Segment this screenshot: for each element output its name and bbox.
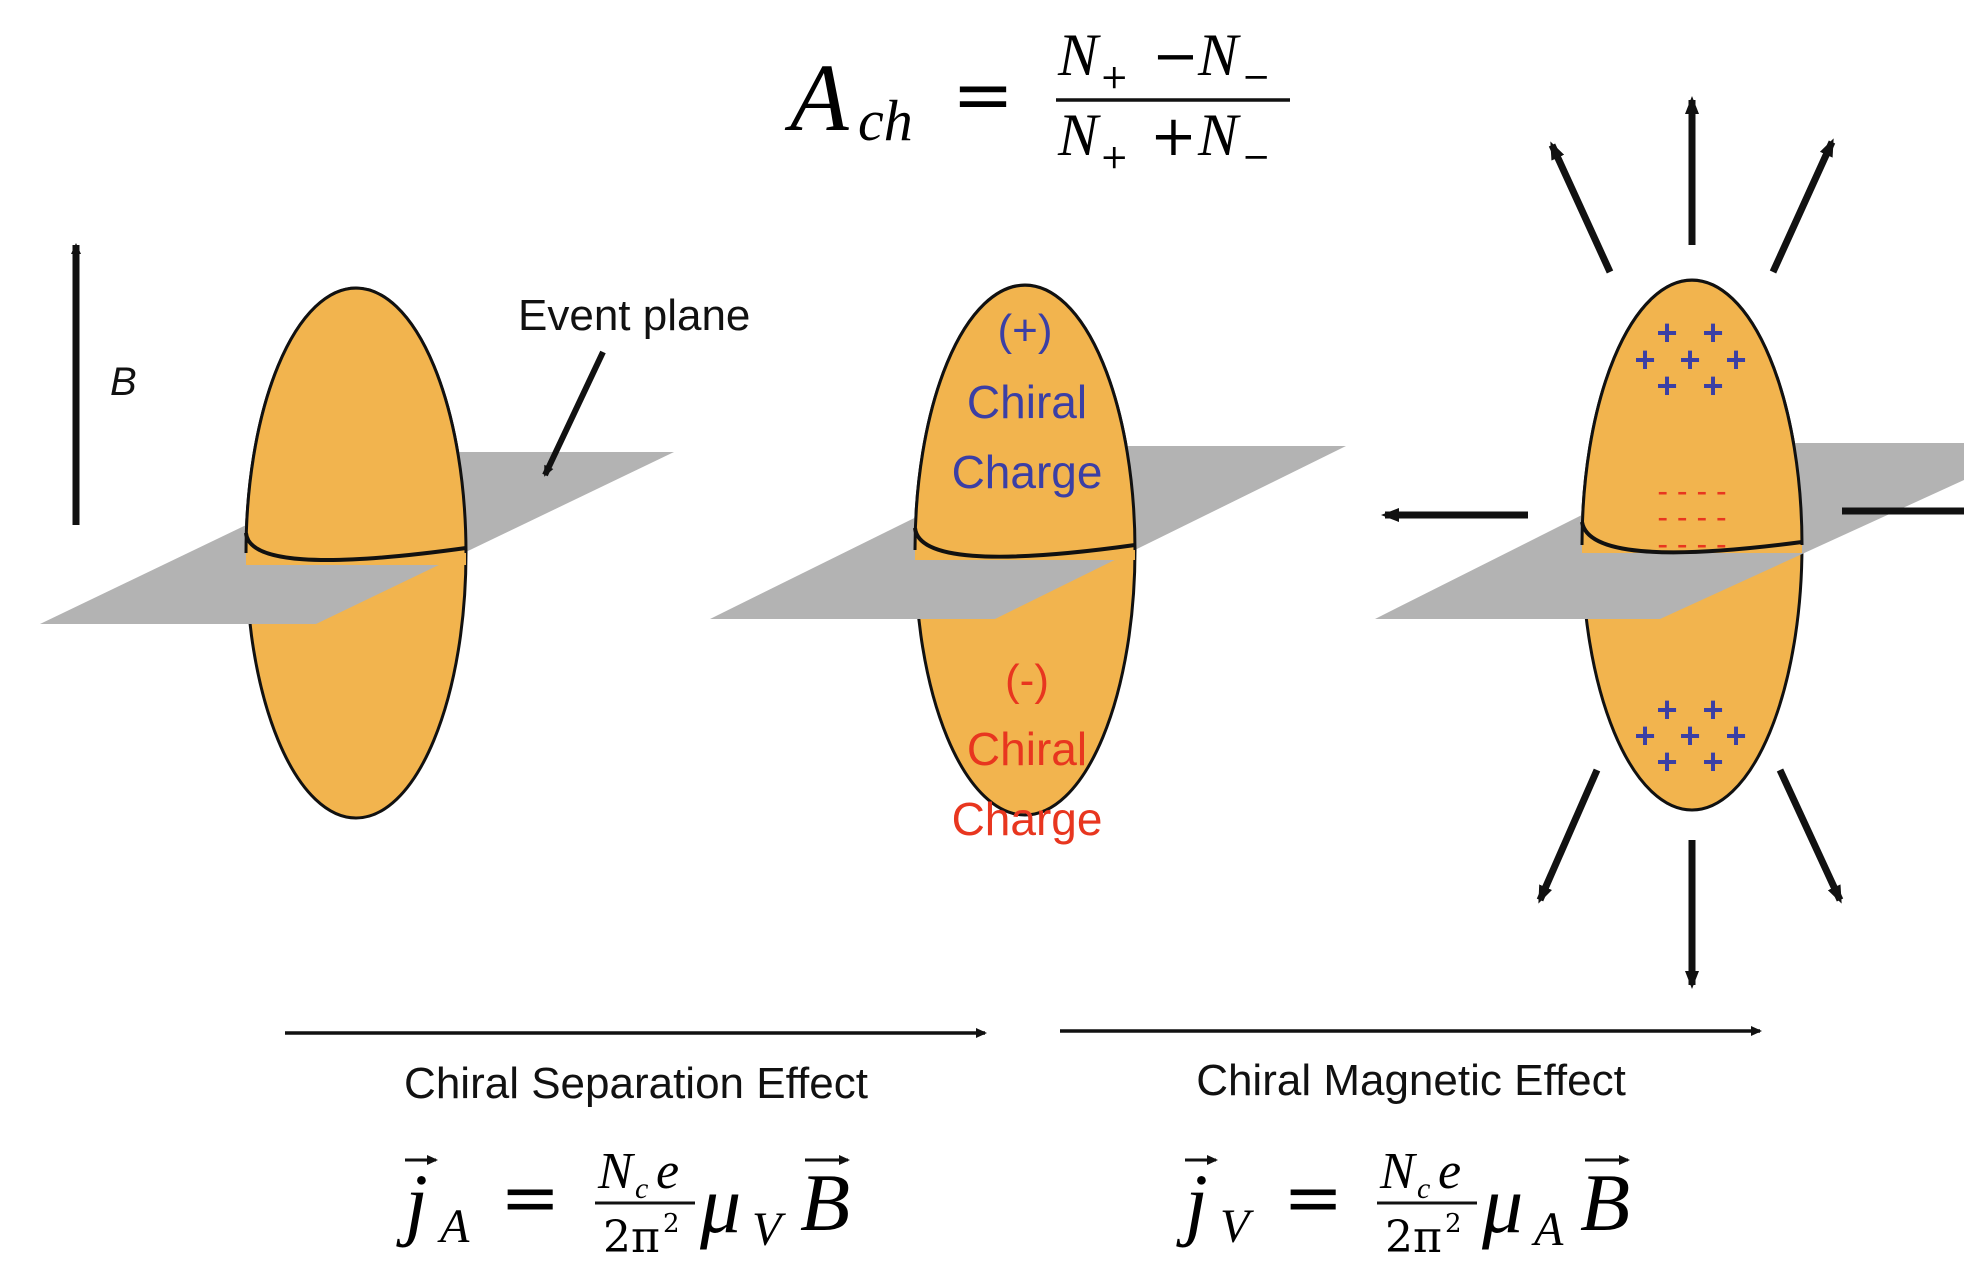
b-symbol: B xyxy=(800,1157,850,1248)
minus-charge-word: Charge xyxy=(952,793,1103,845)
plus-mark: + xyxy=(1679,339,1700,380)
plus-mark: + xyxy=(1656,312,1677,353)
cse-label: Chiral Separation Effect xyxy=(404,1059,868,1108)
plus-mark: + xyxy=(1702,741,1723,782)
minus-chiral-sign: (-) xyxy=(1005,656,1049,705)
fraction-numerator-sub: c xyxy=(635,1172,648,1205)
minus-chiral-word: Chiral xyxy=(967,723,1087,775)
j-subscript: A xyxy=(437,1200,470,1253)
right-ellipse-upper-outline xyxy=(1580,278,1804,546)
fraction-denominator: 2π xyxy=(603,1212,660,1263)
plus-mark: + xyxy=(1702,689,1723,730)
formula-den-a: N xyxy=(1057,102,1101,168)
arrow-up-right xyxy=(1769,138,1836,274)
upper-plus-cluster: + + + + + + + xyxy=(1634,312,1746,406)
fraction-numerator-e: e xyxy=(1438,1143,1461,1200)
right-equator xyxy=(1580,521,1803,555)
magnetic-field-indicator: B xyxy=(71,243,137,525)
minus-row: - - - - xyxy=(1657,499,1726,535)
arrow-down-left xyxy=(1536,768,1601,904)
mu-symbol: μ xyxy=(699,1159,741,1250)
arrow-up-left xyxy=(1548,141,1614,274)
plus-mark: + xyxy=(1725,339,1746,380)
asymmetry-formula: A ch = N + − N − N + + N − xyxy=(784,22,1290,177)
b-field-label: B xyxy=(110,360,137,404)
formula-lhs-sub: ch xyxy=(858,88,913,153)
emission-arrows xyxy=(1381,96,1964,989)
equals-sign: = xyxy=(1283,1155,1343,1239)
formula-num-op: − xyxy=(1152,24,1199,89)
middle-equator xyxy=(913,527,1136,559)
plus-chiral-word: Chiral xyxy=(967,376,1087,428)
mu-subscript: V xyxy=(752,1203,786,1256)
b-symbol: B xyxy=(1580,1157,1630,1248)
plus-mark: + xyxy=(1656,365,1677,406)
formula-num-a: N xyxy=(1057,22,1101,88)
left-ellipse-upper xyxy=(246,288,466,565)
mu-symbol: μ xyxy=(1481,1159,1523,1250)
formula-num-b: N xyxy=(1197,22,1241,88)
formula-num-a-sub: + xyxy=(1100,57,1129,97)
cme-label: Chiral Magnetic Effect xyxy=(1196,1056,1626,1105)
formula-lhs: A xyxy=(784,44,849,151)
process-labels: Chiral Separation Effect Chiral Magnetic… xyxy=(285,1026,1762,1108)
minus-row: - - - - xyxy=(1657,473,1726,509)
j-subscript: V xyxy=(1220,1200,1254,1253)
j-symbol: j xyxy=(396,1157,428,1248)
formula-den-op: + xyxy=(1150,104,1197,169)
middle-ellipse-upper xyxy=(915,285,1135,560)
middle-collision: (+) Chiral Charge (-) Chiral Charge xyxy=(710,283,1346,845)
fraction-numerator-sub: c xyxy=(1417,1172,1430,1205)
left-ellipse-upper-outline xyxy=(244,286,468,554)
fraction-denominator: 2π xyxy=(1385,1212,1442,1263)
fraction-denominator-sup: 2 xyxy=(1445,1209,1462,1239)
right-collision: + + + + + + + - - - - - - - - - - - - + … xyxy=(1375,96,1964,989)
event-plane-label: Event plane xyxy=(518,291,750,340)
plus-mark: + xyxy=(1725,715,1746,756)
plus-mark: + xyxy=(1656,689,1677,730)
fraction-numerator-e: e xyxy=(656,1143,679,1200)
arrow-down-right xyxy=(1776,768,1844,904)
formula-den-b-sub: − xyxy=(1242,137,1271,177)
lower-plus-cluster: + + + + + + + xyxy=(1634,689,1746,782)
fraction-denominator-sup: 2 xyxy=(663,1209,680,1239)
formula-den-b: N xyxy=(1197,102,1241,168)
left-equator xyxy=(244,532,467,562)
plus-mark: + xyxy=(1656,741,1677,782)
plus-mark: + xyxy=(1702,312,1723,353)
left-collision: Event plane xyxy=(40,286,750,820)
cme-formula: j V = N c e 2π 2 μ A B xyxy=(1176,1143,1630,1263)
fraction-numerator-n: N xyxy=(1379,1143,1418,1200)
plus-charge-word: Charge xyxy=(952,446,1103,498)
plus-chiral-sign: (+) xyxy=(998,306,1053,355)
j-symbol: j xyxy=(1176,1157,1208,1248)
minus-row: - - - - xyxy=(1657,526,1726,562)
minus-cluster: - - - - - - - - - - - - xyxy=(1657,473,1726,562)
middle-ellipse-upper-outline xyxy=(913,283,1137,551)
formula-equals: = xyxy=(952,52,1014,138)
event-plane-pointer xyxy=(542,350,606,477)
plus-mark: + xyxy=(1634,715,1655,756)
formula-den-a-sub: + xyxy=(1100,137,1129,177)
fraction-numerator-n: N xyxy=(597,1143,636,1200)
cse-formula: j A = N c e 2π 2 μ V B xyxy=(396,1143,850,1263)
plus-mark: + xyxy=(1702,365,1723,406)
plus-mark: + xyxy=(1679,715,1700,756)
right-ellipse-upper xyxy=(1582,280,1802,553)
equals-sign: = xyxy=(500,1155,560,1239)
plus-mark: + xyxy=(1634,339,1655,380)
formula-num-b-sub: − xyxy=(1242,57,1271,97)
mu-subscript: A xyxy=(1531,1203,1564,1256)
